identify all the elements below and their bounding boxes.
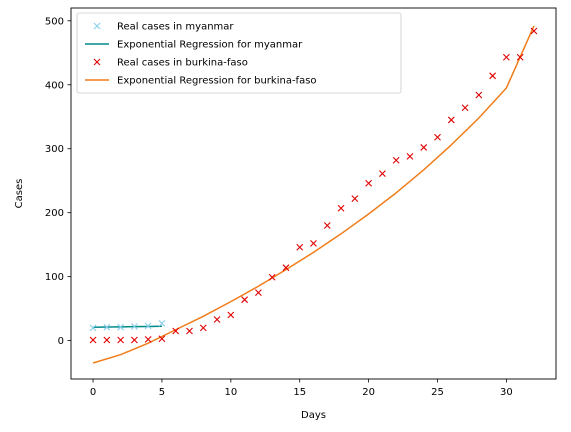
- data-point: [503, 54, 509, 60]
- y-tick-label: 300: [45, 144, 64, 155]
- data-point: [228, 312, 234, 318]
- x-tick-label: 30: [500, 387, 513, 398]
- data-point: [159, 320, 165, 326]
- legend-item-2: Real cases in burkina-faso: [94, 58, 248, 69]
- data-point: [90, 337, 96, 343]
- data-point: [118, 337, 124, 343]
- x-tick-label: 5: [159, 387, 165, 398]
- data-point: [490, 73, 496, 79]
- data-point: [145, 336, 151, 342]
- data-point: [435, 134, 441, 140]
- data-point: [366, 180, 372, 186]
- data-point: [352, 196, 358, 202]
- data-point: [462, 105, 468, 111]
- legend: Real cases in myanmar Exponential Regress…: [77, 13, 401, 93]
- data-point: [200, 325, 206, 331]
- data-point: [338, 205, 344, 211]
- x-tick-label: 20: [362, 387, 375, 398]
- data-point: [104, 337, 110, 343]
- y-tick-label: 200: [45, 208, 64, 219]
- legend-label: Real cases in burkina-faso: [117, 58, 248, 69]
- data-point: [131, 337, 137, 343]
- x-tick-label: 10: [224, 387, 237, 398]
- y-axis-label: Cases: [14, 179, 25, 209]
- data-point: [297, 244, 303, 250]
- data-point: [379, 171, 385, 177]
- data-point: [324, 222, 330, 228]
- data-point: [186, 328, 192, 334]
- data-point: [214, 317, 220, 323]
- legend-label: Exponential Regression for burkina-faso: [117, 76, 317, 87]
- legend-item-3: Exponential Regression for burkina-faso: [85, 76, 317, 87]
- series-line-1: [93, 326, 162, 327]
- y-tick-label: 100: [45, 272, 64, 283]
- x-tick-label: 0: [90, 387, 96, 398]
- legend-item-1: Exponential Regression for myanmar: [85, 40, 303, 51]
- x-tick-label: 15: [293, 387, 306, 398]
- data-point: [255, 290, 261, 296]
- data-point: [393, 157, 399, 163]
- legend-label: Exponential Regression for myanmar: [117, 40, 303, 51]
- series-points-0: [90, 320, 165, 330]
- x-tick-label: 25: [431, 387, 444, 398]
- data-point: [476, 92, 482, 98]
- data-point: [311, 240, 317, 246]
- data-point: [421, 144, 427, 150]
- data-point: [242, 297, 248, 303]
- data-point: [448, 117, 454, 123]
- y-tick-label: 500: [45, 16, 64, 27]
- x-axis-label: Days: [301, 410, 326, 421]
- data-point: [407, 153, 413, 159]
- legend-label: Real cases in myanmar: [117, 22, 234, 33]
- y-tick-label: 400: [45, 80, 64, 91]
- y-tick-label: 0: [58, 336, 64, 347]
